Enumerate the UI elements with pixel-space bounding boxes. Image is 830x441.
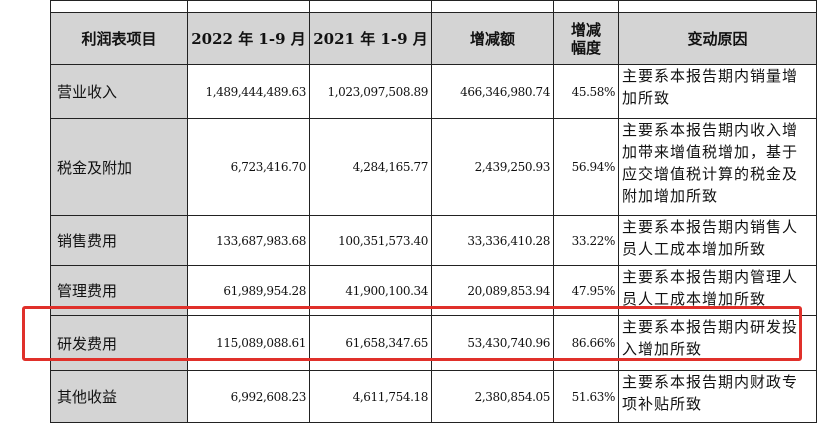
highlight-annotation-box bbox=[22, 306, 802, 361]
table-row: 销售费用 133,687,983.68 100,351,573.40 33,33… bbox=[50, 215, 817, 266]
reason-line: 项补贴所致 bbox=[622, 395, 703, 413]
reason-line: 员人工成本增加所致 bbox=[622, 290, 767, 308]
row-pct: 33.22% bbox=[553, 215, 619, 266]
reason-line: 主要系本报告期内管理人 bbox=[622, 268, 799, 286]
header-pct: 增减幅度 bbox=[553, 12, 619, 65]
row-reason: 主要系本报告期内销量增 加所致 bbox=[618, 64, 817, 119]
row-2021: 61,658,347.65 bbox=[309, 315, 432, 371]
reason-line: 加所致 bbox=[622, 89, 671, 107]
row-change: 466,346,980.74 bbox=[431, 64, 554, 119]
row-item: 税金及附加 bbox=[50, 118, 188, 216]
table-row: 营业收入 1,489,444,489.63 1,023,097,508.89 4… bbox=[50, 64, 817, 119]
row-2022: 6,992,608.23 bbox=[187, 370, 310, 423]
row-2022: 6,723,416.70 bbox=[187, 118, 310, 216]
row-item: 其他收益 bbox=[50, 370, 188, 423]
reason-line: 应交增值税计算的税金及 bbox=[622, 165, 799, 183]
header-2021: 2021 年 1-9 月 bbox=[309, 12, 432, 65]
header-reason: 变动原因 bbox=[618, 12, 817, 65]
header-2022: 2022 年 1-9 月 bbox=[187, 12, 310, 65]
row-item: 销售费用 bbox=[50, 215, 188, 266]
row-2022: 133,687,983.68 bbox=[187, 215, 310, 266]
row-2021: 4,284,165.77 bbox=[309, 118, 432, 216]
table-row: 研发费用 115,089,088.61 61,658,347.65 53,430… bbox=[50, 315, 817, 371]
row-item: 营业收入 bbox=[50, 64, 188, 119]
reason-line: 员人工成本增加所致 bbox=[622, 240, 767, 258]
row-2021: 100,351,573.40 bbox=[309, 215, 432, 266]
row-reason: 主要系本报告期内收入增 加带来增值税增加，基于 应交增值税计算的税金及 附加增加… bbox=[618, 118, 817, 216]
reason-line: 入增加所致 bbox=[622, 340, 703, 358]
row-2021: 4,611,754.18 bbox=[309, 370, 432, 423]
row-reason: 主要系本报告期内财政专 项补贴所致 bbox=[618, 370, 817, 423]
reason-line: 主要系本报告期内销量增 bbox=[622, 67, 799, 85]
row-item: 研发费用 bbox=[50, 315, 188, 371]
row-change: 53,430,740.96 bbox=[431, 315, 554, 371]
table-header-row: 利润表项目 2022 年 1-9 月 2021 年 1-9 月 增减额 增减幅度… bbox=[50, 12, 817, 65]
row-pct: 56.94% bbox=[553, 118, 619, 216]
row-2022: 1,489,444,489.63 bbox=[187, 64, 310, 119]
row-change: 2,380,854.05 bbox=[431, 370, 554, 423]
row-pct: 51.63% bbox=[553, 370, 619, 423]
table-row: 税金及附加 6,723,416.70 4,284,165.77 2,439,25… bbox=[50, 118, 817, 216]
reason-line: 主要系本报告期内财政专 bbox=[622, 373, 799, 391]
row-pct: 45.58% bbox=[553, 64, 619, 119]
reason-line: 主要系本报告期内收入增 bbox=[622, 121, 799, 139]
reason-line: 附加增加所致 bbox=[622, 187, 719, 205]
table-row: 其他收益 6,992,608.23 4,611,754.18 2,380,854… bbox=[50, 370, 817, 423]
table-top-strip bbox=[50, 0, 817, 13]
header-item: 利润表项目 bbox=[50, 12, 188, 65]
row-change: 2,439,250.93 bbox=[431, 118, 554, 216]
income-statement-table: 利润表项目 2022 年 1-9 月 2021 年 1-9 月 增减额 增减幅度… bbox=[50, 0, 817, 423]
row-change: 33,336,410.28 bbox=[431, 215, 554, 266]
header-change: 增减额 bbox=[431, 12, 554, 65]
row-2021: 1,023,097,508.89 bbox=[309, 64, 432, 119]
reason-line: 加带来增值税增加，基于 bbox=[622, 143, 799, 161]
row-2022: 115,089,088.61 bbox=[187, 315, 310, 371]
reason-line: 主要系本报告期内销售人 bbox=[622, 218, 799, 236]
reason-line: 主要系本报告期内研发投 bbox=[622, 318, 799, 336]
row-reason: 主要系本报告期内销售人 员人工成本增加所致 bbox=[618, 215, 817, 266]
